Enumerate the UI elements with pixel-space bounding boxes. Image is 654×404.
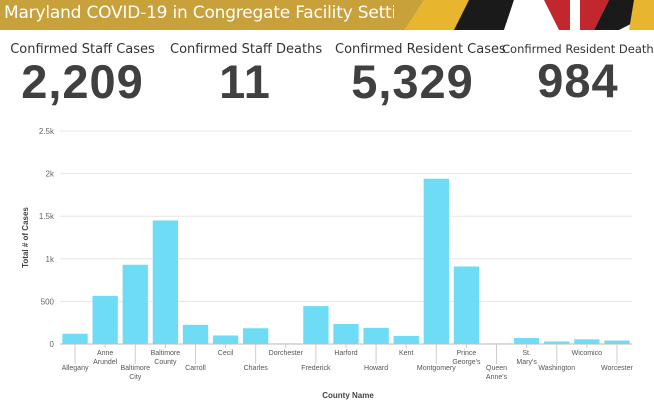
y-tick-label: 1k bbox=[46, 255, 55, 264]
bar-harford[interactable] bbox=[333, 323, 359, 344]
maryland-flag-graphic bbox=[394, 0, 654, 30]
bar-worcester[interactable] bbox=[604, 340, 630, 344]
x-tick-label: Wicomico bbox=[572, 350, 602, 357]
bar-wicomico[interactable] bbox=[574, 339, 600, 344]
bar-cecil[interactable] bbox=[212, 335, 239, 344]
bar-anne-arundel[interactable] bbox=[92, 295, 118, 344]
x-tick-label: County bbox=[154, 359, 177, 366]
x-tick-label: Mary's bbox=[516, 359, 537, 366]
x-tick-label: Montgomery bbox=[417, 365, 456, 372]
y-tick-label: 1.5k bbox=[39, 212, 55, 221]
bar-prince-george-s[interactable] bbox=[453, 266, 480, 344]
x-tick-label: Anne bbox=[97, 350, 113, 357]
stat-label: Confirmed Resident Deaths bbox=[502, 42, 654, 56]
x-tick-label: City bbox=[129, 374, 142, 381]
x-tick-label: Carroll bbox=[185, 365, 206, 372]
y-tick-label: 0 bbox=[50, 340, 55, 349]
bar-baltimore-county[interactable] bbox=[152, 220, 179, 344]
bar-howard[interactable] bbox=[363, 327, 389, 344]
y-tick-label: 2k bbox=[46, 170, 55, 179]
stat-confirmed-staff-cases: Confirmed Staff Cases 2,209 bbox=[0, 42, 165, 107]
y-axis-title: Total # of Cases bbox=[21, 207, 30, 268]
x-tick-label: Charles bbox=[244, 365, 269, 372]
stat-value: 2,209 bbox=[21, 55, 144, 108]
x-tick-label: Queen bbox=[486, 365, 507, 372]
x-tick-label: Worcester bbox=[601, 365, 633, 372]
stat-label: Confirmed Staff Cases bbox=[10, 42, 155, 57]
x-tick-label: Baltimore bbox=[151, 350, 181, 357]
bar-charles[interactable] bbox=[243, 328, 269, 344]
y-tick-label: 2.5k bbox=[39, 127, 55, 136]
x-tick-label: Dorchester bbox=[269, 350, 304, 357]
bar-carroll[interactable] bbox=[182, 324, 209, 344]
x-tick-label: Frederick bbox=[301, 365, 331, 372]
x-tick-label: Washington bbox=[538, 365, 575, 372]
county-cases-bar-chart: 05001k1.5k2k2.5kAlleganyAnneArundelBalti… bbox=[21, 127, 633, 400]
bar-dorchester[interactable] bbox=[273, 343, 299, 344]
bar-queen-anne-s[interactable] bbox=[483, 343, 510, 344]
bar-montgomery[interactable] bbox=[423, 178, 449, 344]
bar-frederick[interactable] bbox=[303, 306, 329, 344]
bar-st-mary-s[interactable] bbox=[513, 338, 540, 344]
stat-label: Confirmed Staff Deaths bbox=[170, 42, 323, 57]
dashboard-header: Maryland COVID-19 in Congregate Facility… bbox=[0, 0, 654, 30]
x-tick-label: George's bbox=[452, 359, 481, 366]
x-tick-label: Harford bbox=[334, 350, 357, 357]
x-tick-label: Allegany bbox=[62, 365, 89, 372]
bar-allegany[interactable] bbox=[62, 333, 88, 344]
x-tick-label: St. bbox=[522, 350, 531, 357]
bar-kent[interactable] bbox=[393, 335, 419, 344]
stat-value: 5,329 bbox=[351, 55, 474, 108]
x-tick-label: Prince bbox=[456, 350, 476, 357]
y-tick-label: 500 bbox=[41, 297, 55, 306]
stat-label: Confirmed Resident Cases bbox=[335, 42, 506, 57]
x-tick-label: Arundel bbox=[93, 359, 118, 366]
x-tick-label: Baltimore bbox=[120, 365, 150, 372]
x-tick-label: Howard bbox=[364, 365, 388, 372]
dashboard-title: Maryland COVID-19 in Congregate Facility… bbox=[4, 3, 426, 23]
bar-washington[interactable] bbox=[544, 341, 570, 344]
stat-confirmed-resident-cases: Confirmed Resident Cases 5,329 bbox=[335, 42, 506, 108]
x-tick-label: Cecil bbox=[218, 350, 234, 357]
stat-value: 984 bbox=[537, 54, 619, 107]
bar-baltimore-city[interactable] bbox=[122, 264, 148, 344]
stat-confirmed-staff-deaths: Confirmed Staff Deaths 11 bbox=[170, 42, 323, 108]
stat-confirmed-resident-deaths: Confirmed Resident Deaths 984 bbox=[502, 42, 654, 106]
x-tick-label: Kent bbox=[399, 350, 413, 357]
x-tick-label: Anne's bbox=[486, 374, 508, 381]
stat-value: 11 bbox=[219, 55, 271, 108]
x-axis-title: County Name bbox=[322, 391, 374, 400]
